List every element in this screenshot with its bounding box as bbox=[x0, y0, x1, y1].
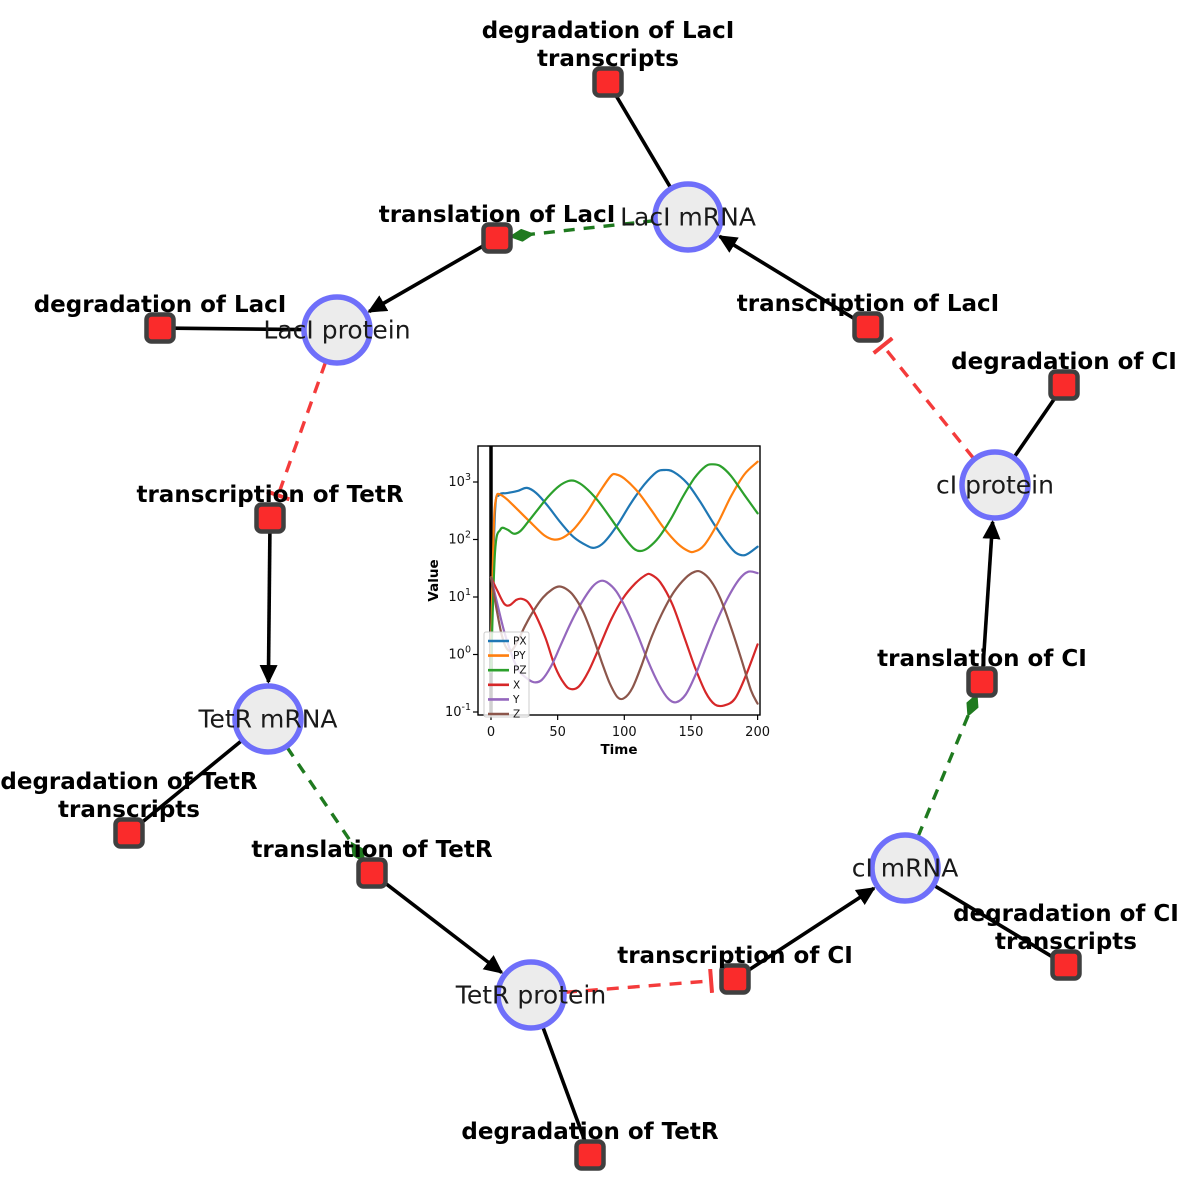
reaction-label-transl_tetr: translation of TetR bbox=[251, 837, 492, 863]
species-node-tetr_mrna bbox=[232, 683, 304, 755]
legend-label-x: X bbox=[513, 679, 520, 691]
edge-consumption-ci_mrna-to-deg_ci_tx bbox=[933, 883, 1055, 960]
y-axis-tick-label: 10-1 bbox=[445, 702, 471, 720]
series-curve-py bbox=[489, 460, 759, 656]
reaction-node-deg_ci_tx bbox=[1050, 949, 1082, 981]
species-label-ci_protein: cI protein bbox=[936, 471, 1054, 500]
edge-production-transl_tetr-to-tetr_protein bbox=[381, 879, 504, 974]
reaction-label-deg_laci_tx-line2: transcripts bbox=[537, 46, 679, 72]
reaction-label-transl_ci: translation of CI bbox=[877, 646, 1087, 672]
reaction-node-transl_laci bbox=[481, 222, 513, 254]
edge-modifier-laci_mrna-to-transl_laci bbox=[508, 219, 655, 242]
species-label-laci_mrna: LacI mRNA bbox=[620, 203, 756, 232]
reaction-node-txn_tetr bbox=[254, 502, 286, 534]
chart-frame bbox=[477, 445, 761, 716]
species-label-tetr_mrna: TetR mRNA bbox=[197, 705, 337, 734]
reaction-node-deg_tetr_tx bbox=[113, 817, 145, 849]
reaction-node-deg_laci_tx bbox=[592, 66, 624, 98]
chart-legend: PX PY PZ XYZ bbox=[483, 631, 530, 721]
edge-inhibition-tetr_protein-to-txn_ci bbox=[564, 968, 715, 994]
edge-consumption-laci_mrna-to-deg_laci_tx bbox=[613, 93, 673, 189]
legend-box bbox=[483, 631, 530, 718]
reaction-node-deg_ci bbox=[1048, 369, 1080, 401]
reaction-label-txn_tetr: transcription of TetR bbox=[136, 482, 403, 508]
chart-curves bbox=[489, 446, 759, 715]
x-axis-tick-label: 0 bbox=[487, 725, 495, 740]
legend-label-y: Y bbox=[512, 694, 520, 706]
legend-label-px: PX bbox=[513, 636, 527, 648]
reaction-label-deg_ci_tx-line2: transcripts bbox=[995, 929, 1137, 955]
y-axis-tick-label: 100 bbox=[448, 645, 471, 663]
network-edges bbox=[138, 93, 1058, 1143]
reaction-label-deg_ci: degradation of CI bbox=[951, 349, 1177, 375]
edge-production-txn_laci-to-laci_mrna bbox=[717, 234, 858, 322]
species-node-laci_mrna bbox=[652, 181, 724, 253]
reaction-label-deg_tetr: degradation of TetR bbox=[461, 1119, 718, 1145]
edge-consumption-tetr_mrna-to-deg_tetr_tx bbox=[138, 739, 243, 826]
inset-timeseries-chart: 0 50 100 150 200 10-1 100 101 102 103 Time Value PX… bbox=[426, 445, 770, 758]
x-axis-tick-label: 100 bbox=[612, 725, 637, 740]
species-label-tetr_protein: TetR protein bbox=[455, 981, 606, 1010]
y-axis-tick-label: 101 bbox=[448, 587, 471, 605]
edge-consumption-ci_protein-to-deg_ci bbox=[1012, 395, 1058, 459]
legend-label-z: Z bbox=[513, 709, 520, 721]
reaction-label-transl_laci: translation of LacI bbox=[379, 202, 616, 228]
reaction-node-deg_laci bbox=[144, 312, 176, 344]
reaction-label-deg_laci: degradation of LacI bbox=[34, 292, 287, 318]
edge-inhibition-ci_protein-to-txn_laci bbox=[872, 336, 976, 460]
reaction-node-txn_laci bbox=[852, 311, 884, 343]
edge-production-transl_ci-to-ci_protein bbox=[981, 519, 1001, 669]
network-node-labels: LacI mRNA LacI protein TetR mRNA TetR prote… bbox=[0, 18, 1178, 1145]
y-axis-tick-label: 102 bbox=[448, 530, 471, 548]
species-label-laci_protein: LacI protein bbox=[263, 316, 410, 345]
reaction-label-deg_tetr_tx-line1: degradation of TetR bbox=[0, 769, 257, 795]
network-nodes bbox=[113, 66, 1082, 1171]
edge-production-txn_ci-to-ci_mrna bbox=[745, 886, 876, 974]
edge-inhibition-laci_protein-to-txn_tetr bbox=[266, 361, 328, 502]
x-axis-tick-label: 150 bbox=[679, 725, 704, 740]
series-curve-pz bbox=[489, 463, 759, 673]
legend-label-pz: PZ bbox=[513, 665, 527, 677]
edge-modifier-ci_mrna-to-transl_ci bbox=[916, 693, 979, 838]
reaction-label-deg_ci_tx-line1: degradation of CI bbox=[953, 901, 1179, 927]
reaction-label-deg_tetr_tx-line2: transcripts bbox=[58, 797, 200, 823]
reaction-node-txn_ci bbox=[719, 963, 751, 995]
reaction-label-txn_laci: transcription of LacI bbox=[737, 291, 1000, 317]
species-node-ci_mrna bbox=[869, 832, 941, 904]
series-curve-x bbox=[489, 572, 759, 708]
x-axis-title: Time bbox=[600, 742, 637, 758]
edge-modifier-tetr_mrna-to-transl_tetr bbox=[285, 746, 366, 864]
reaction-node-transl_tetr bbox=[356, 857, 388, 889]
x-axis-tick-label: 50 bbox=[549, 725, 566, 740]
reaction-label-txn_ci: transcription of CI bbox=[617, 943, 853, 969]
y-axis-tick-label: 103 bbox=[448, 472, 471, 490]
species-node-laci_protein bbox=[301, 294, 373, 366]
y-axis-title: Value bbox=[426, 559, 442, 601]
x-axis-tick-label: 200 bbox=[745, 725, 770, 740]
legend-label-py: PY bbox=[513, 650, 526, 662]
series-curve-px bbox=[489, 468, 759, 639]
species-node-tetr_protein bbox=[495, 959, 567, 1031]
chart-frame-box bbox=[477, 445, 761, 716]
edge-consumption-tetr_protein-to-deg_tetr bbox=[541, 1026, 587, 1143]
edge-consumption-laci_protein-to-deg_laci bbox=[173, 326, 304, 332]
reaction-label-deg_laci_tx-line1: degradation of LacI bbox=[482, 18, 735, 44]
reaction-node-deg_tetr bbox=[574, 1139, 606, 1171]
edge-production-txn_tetr-to-tetr_mrna bbox=[259, 531, 278, 684]
species-node-ci_protein bbox=[959, 449, 1031, 521]
series-curve-z bbox=[489, 569, 759, 705]
species-label-ci_mrna: cI mRNA bbox=[852, 854, 959, 883]
reaction-node-transl_ci bbox=[966, 666, 998, 698]
edge-production-transl_laci-to-laci_protein bbox=[367, 243, 487, 314]
